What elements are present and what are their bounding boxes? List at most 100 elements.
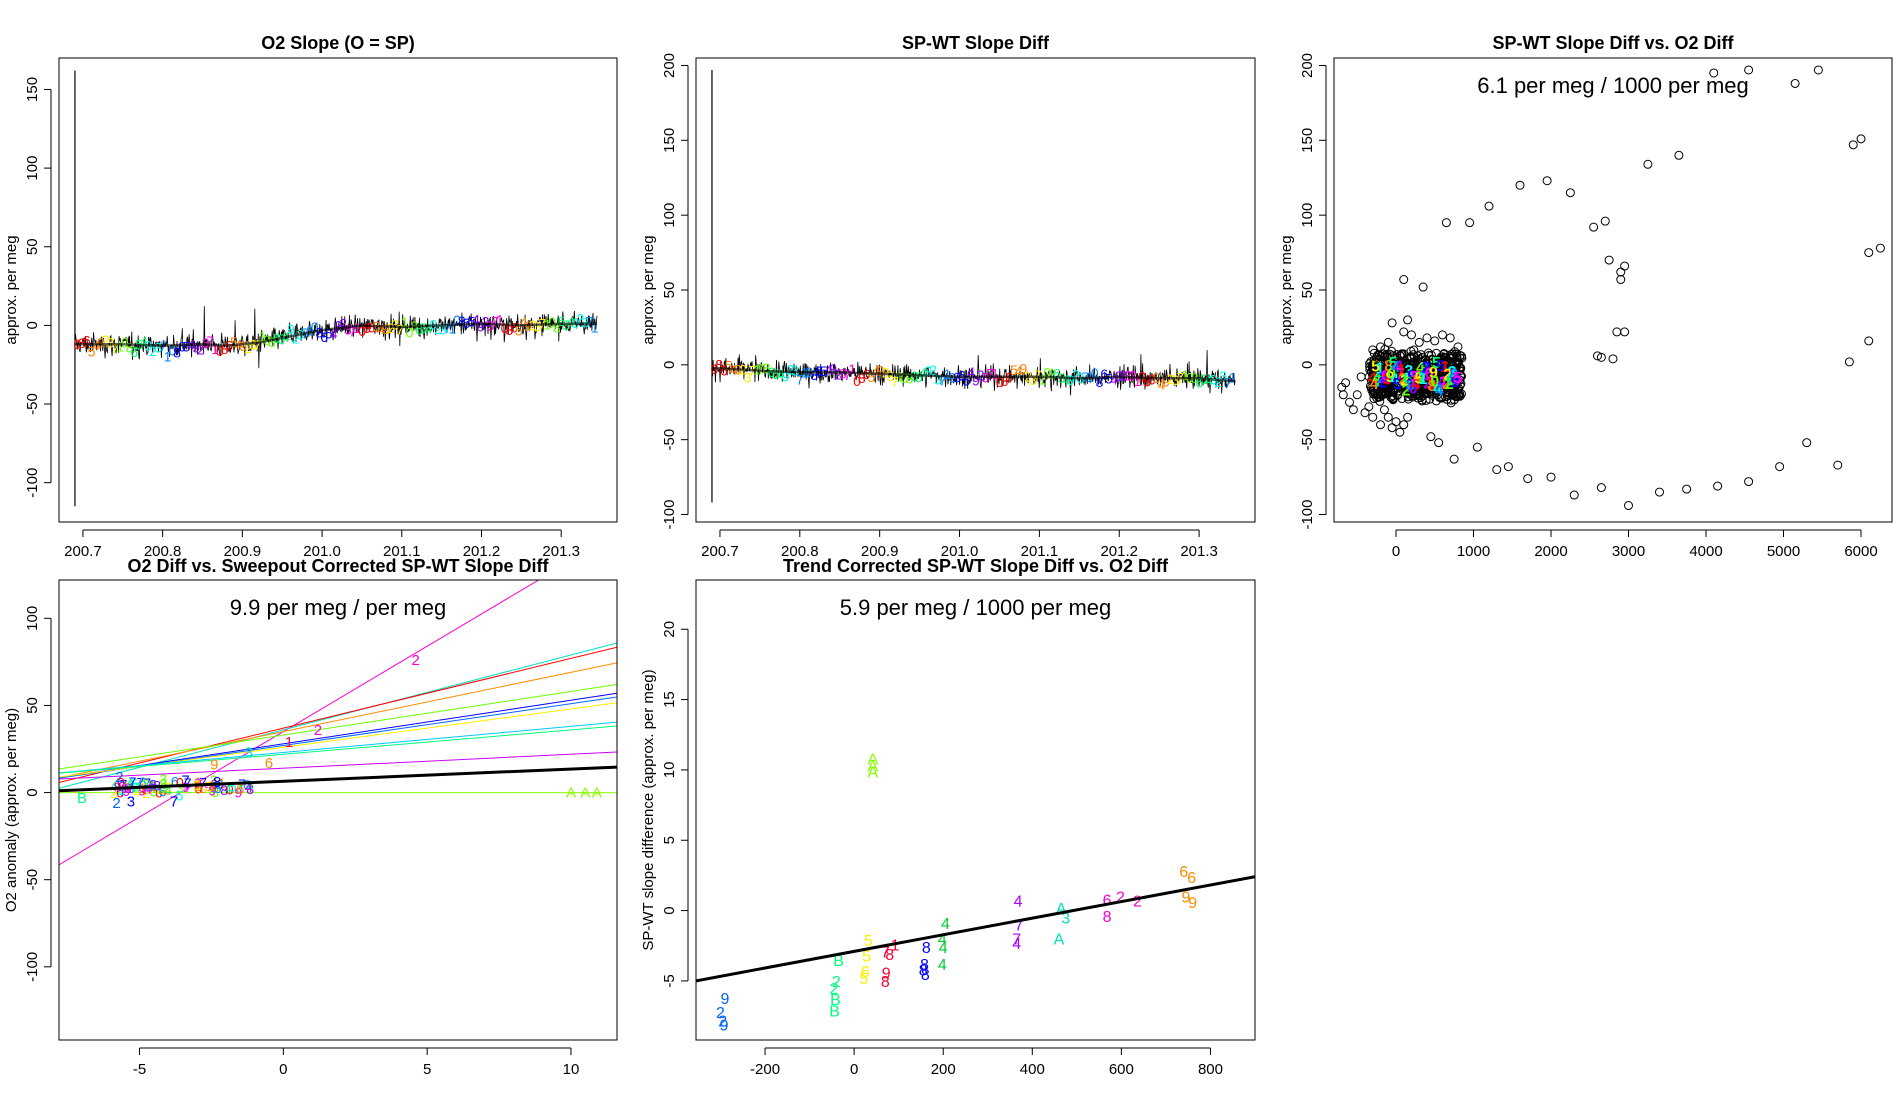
- scatter-point: [1503, 462, 1513, 472]
- group-fit-line: [59, 751, 617, 780]
- scatter-point: [1348, 405, 1358, 415]
- data-marker: 2: [133, 782, 141, 798]
- plot-frame: [58, 579, 618, 1041]
- scatter-point: [1411, 373, 1421, 383]
- data-marker: 6: [139, 774, 147, 790]
- data-marker: 2: [339, 315, 347, 331]
- data-marker: 5: [420, 320, 428, 336]
- data-marker: 5: [1436, 358, 1445, 375]
- y-tick-label: -50: [661, 429, 678, 451]
- data-label: 6: [1187, 870, 1196, 887]
- y-tick-label: 50: [661, 282, 678, 299]
- data-marker: 6: [171, 773, 179, 789]
- x-tick-label: 0: [1392, 543, 1400, 560]
- y-tick-label: 100: [24, 606, 41, 631]
- data-label: 6: [236, 781, 244, 798]
- data-marker: 3: [159, 771, 167, 787]
- data-marker: 9: [429, 316, 437, 332]
- panel-1: 0865492371086549237108654923710865492371…: [3, 33, 618, 560]
- data-marker: 0: [311, 319, 319, 335]
- scatter-point: [1813, 65, 1823, 75]
- data-marker: 4: [110, 778, 118, 794]
- scatter-point: [1338, 390, 1348, 400]
- data-marker: 3: [886, 368, 894, 384]
- scatter-point: [1368, 412, 1378, 422]
- data-label: 1: [891, 937, 900, 954]
- data-label: 9: [210, 757, 218, 774]
- scatter-point: [1864, 336, 1874, 346]
- x-tick-label: 201.3: [542, 543, 580, 560]
- x-tick-label: 5000: [1767, 543, 1800, 560]
- x-tick-label: 201.2: [1100, 543, 1138, 560]
- data-marker: 4: [126, 776, 134, 792]
- data-label: 3: [127, 793, 135, 810]
- group-fit-line: [59, 692, 617, 779]
- y-tick-label: 150: [24, 77, 41, 102]
- data-marker: 4: [1391, 359, 1400, 376]
- data-marker: 1: [306, 323, 314, 339]
- scatter-point: [1413, 393, 1423, 403]
- scatter-point: [1414, 337, 1424, 347]
- data-marker: 5: [325, 326, 333, 342]
- scatter-point: [1790, 78, 1800, 88]
- data-label: 2: [411, 652, 419, 669]
- data-marker: 5: [515, 323, 523, 339]
- data-marker: 8: [1096, 374, 1104, 390]
- scatter-point: [1418, 282, 1428, 292]
- data-marker: 3: [1383, 371, 1392, 388]
- scatter-point: [1420, 367, 1430, 377]
- data-marker: 0: [406, 325, 414, 341]
- data-marker: 1: [848, 361, 856, 377]
- scatter-point: [1401, 366, 1411, 376]
- data-marker: 5: [1410, 369, 1419, 386]
- scatter-point: [1596, 483, 1606, 493]
- x-tick-label: 1000: [1457, 543, 1490, 560]
- data-marker: 1: [448, 320, 456, 336]
- scatter-point: [1484, 201, 1494, 211]
- data-label: 9: [720, 991, 729, 1008]
- scatter-point: [1616, 267, 1626, 277]
- data-marker: 8: [1384, 358, 1393, 375]
- data-marker: 3: [202, 335, 210, 351]
- scatter-point: [1425, 373, 1435, 383]
- data-label: 7: [881, 944, 890, 961]
- data-marker: 0: [117, 775, 125, 791]
- y-tick-label: -5: [661, 974, 678, 987]
- data-marker: 6: [463, 315, 471, 331]
- data-marker: 1: [943, 366, 951, 382]
- scatter-point: [1448, 381, 1458, 391]
- data-label: 8: [919, 963, 928, 980]
- data-marker: 0: [853, 373, 861, 389]
- data-marker: 3: [791, 363, 799, 379]
- scatter-point: [1492, 465, 1502, 475]
- data-label: A: [867, 759, 878, 776]
- data-marker: 5: [183, 338, 191, 354]
- data-marker: 2: [787, 362, 795, 378]
- data-label: 9: [1182, 890, 1191, 907]
- scatter-point: [1713, 481, 1723, 491]
- data-marker: 2: [834, 366, 842, 382]
- data-marker: 1: [164, 348, 172, 364]
- data-marker: 9: [97, 335, 105, 351]
- data-marker: 4: [425, 321, 433, 337]
- scatter-point: [1403, 412, 1413, 422]
- data-marker: 1: [496, 312, 504, 328]
- data-marker: 3: [344, 322, 352, 338]
- data-marker: 8: [458, 313, 466, 329]
- data-marker: 9: [782, 368, 790, 384]
- data-marker: 8: [221, 341, 229, 357]
- y-tick-label: 0: [24, 321, 41, 329]
- data-marker: 5: [1432, 355, 1441, 372]
- data-label: 2: [314, 722, 322, 739]
- y-tick-label: 100: [661, 203, 678, 228]
- data-marker: 4: [520, 314, 528, 330]
- scatter-point: [1434, 438, 1444, 448]
- data-marker: 6: [1381, 368, 1390, 385]
- data-label: 6: [1179, 864, 1188, 881]
- data-marker: 8: [220, 782, 228, 798]
- data-marker: 3: [1172, 372, 1180, 388]
- data-marker: 0: [216, 343, 224, 359]
- scatter-point: [1445, 374, 1455, 384]
- data-label: 8: [1103, 909, 1112, 926]
